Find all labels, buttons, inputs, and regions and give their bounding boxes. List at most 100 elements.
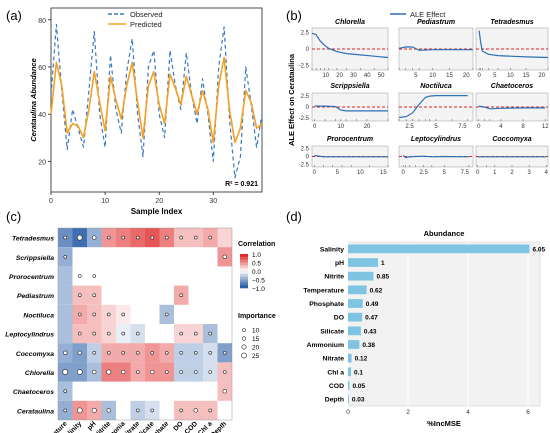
bar-category-label: Ammonium xyxy=(307,342,344,349)
importance-dot xyxy=(193,408,198,413)
row-label: Prorocentrum xyxy=(9,274,54,281)
bar-category-label: Chl a xyxy=(327,369,344,376)
y-axis-label: Cerataulina Abundance xyxy=(29,58,38,142)
row-label: Noctiluca xyxy=(23,312,54,319)
colorbar-segment xyxy=(240,285,248,289)
y-tick-label: 0 xyxy=(306,47,310,53)
bar xyxy=(348,299,363,308)
x-tick-label: 20 xyxy=(336,73,343,79)
colorbar-tick-label: −0.5 xyxy=(252,278,265,285)
row-label: Chaetoceros xyxy=(13,389,54,396)
x-tick-label: 7.5 xyxy=(458,124,467,130)
importance-dot xyxy=(106,331,111,336)
subplot-title: Scrippsiella xyxy=(330,83,369,90)
ale-curve xyxy=(398,46,473,51)
bar-value-label: 6.05 xyxy=(533,246,546,253)
x-tick-label: 5 xyxy=(493,73,497,79)
importance-dot xyxy=(179,235,184,240)
x-tick-label: 0 xyxy=(313,124,317,130)
x-tick-label: 3 xyxy=(527,170,531,176)
legend-label: ALE Effect xyxy=(410,10,446,19)
importance-dot xyxy=(76,407,83,414)
size-legend-dot xyxy=(241,336,247,341)
importance-dot xyxy=(77,312,82,317)
importance-dot xyxy=(121,369,126,375)
x-tick-label: 4 xyxy=(499,124,503,130)
bar-value-label: 0.43 xyxy=(364,328,377,335)
colorbar-tick-label: 1.0 xyxy=(252,252,261,259)
colorbar-segment xyxy=(240,265,248,269)
x-tick-label: 50 xyxy=(378,73,385,79)
x-tick-label: 20 xyxy=(538,73,545,79)
importance-dot xyxy=(222,389,227,394)
bar xyxy=(348,353,352,363)
importance-dot xyxy=(208,370,213,374)
colorbar-tick-label: 0.5 xyxy=(252,261,261,268)
y-tick-label: 0 xyxy=(306,155,310,161)
panel-label-a: (a) xyxy=(6,8,22,23)
importance-dot xyxy=(63,408,68,413)
size-legend-dot xyxy=(241,352,247,359)
row-label: Coccomyxa xyxy=(16,351,54,358)
importance-dot xyxy=(92,350,97,355)
bar xyxy=(348,271,374,281)
bar-value-label: 0.62 xyxy=(370,287,383,294)
subplot-title: Chlorella xyxy=(335,19,365,26)
importance-dot xyxy=(106,350,111,355)
importance-dot xyxy=(92,312,97,317)
x-tick-label: 5 xyxy=(443,170,447,176)
heatmap-cell xyxy=(58,304,73,324)
ale-curve xyxy=(314,105,388,112)
colorbar-segment xyxy=(240,262,248,266)
y-tick-label: 0 xyxy=(306,105,310,111)
x-tick-label: 10 xyxy=(507,73,514,79)
bar-value-label: 0.03 xyxy=(352,397,365,404)
importance-dot xyxy=(208,408,213,413)
subplot-title: Noctiluca xyxy=(420,83,452,90)
x-tick-label: 8 xyxy=(521,124,525,130)
bar xyxy=(348,285,367,295)
heatmap-cell xyxy=(58,266,73,286)
importance-dot xyxy=(135,408,140,413)
y-tick-label: 80 xyxy=(38,18,46,25)
panel-label-c: (c) xyxy=(6,209,21,224)
importance-dot xyxy=(63,389,68,394)
heatmap-cell xyxy=(58,324,73,344)
column-label: Depth xyxy=(210,420,229,433)
importance-dot xyxy=(222,370,227,374)
size-legend-label: 20 xyxy=(252,345,260,352)
x-tick-label: 10 xyxy=(357,170,364,176)
bar xyxy=(348,258,378,267)
bar-value-label: 0.47 xyxy=(365,315,378,322)
importance-dot xyxy=(63,350,68,355)
x-tick-label: 10 xyxy=(337,124,344,130)
bar-category-label: DO xyxy=(334,315,344,322)
row-label: Scrippsiella xyxy=(16,255,54,262)
heatmap-frame xyxy=(57,227,233,421)
colorbar-segment xyxy=(240,254,248,258)
row-label: Cerataulina xyxy=(17,408,54,415)
legend-title: Correlation xyxy=(238,241,275,248)
bar-category-label: Salinity xyxy=(320,246,344,253)
series-line-observed xyxy=(50,23,263,179)
importance-dot xyxy=(164,235,169,240)
size-legend-label: 15 xyxy=(252,336,260,343)
ale-curve xyxy=(478,105,546,110)
colorbar-tick-label: 0.0 xyxy=(252,269,261,276)
importance-dot xyxy=(179,370,184,374)
importance-dot xyxy=(63,254,68,259)
bar-category-label: Silicate xyxy=(320,328,344,335)
colorbar-segment xyxy=(240,279,248,283)
bar xyxy=(348,244,530,254)
x-tick-label: 12 xyxy=(542,124,549,130)
x-tick-label: 1 xyxy=(493,170,497,176)
importance-dot xyxy=(193,331,198,336)
bar-value-label: 0.12 xyxy=(355,356,368,363)
importance-dot xyxy=(193,350,198,355)
x-tick-label: 30 xyxy=(209,198,217,205)
ale-curve xyxy=(478,30,549,59)
row-label: Chlorella xyxy=(25,370,54,377)
importance-dot xyxy=(208,350,213,355)
importance-dot xyxy=(76,369,83,375)
